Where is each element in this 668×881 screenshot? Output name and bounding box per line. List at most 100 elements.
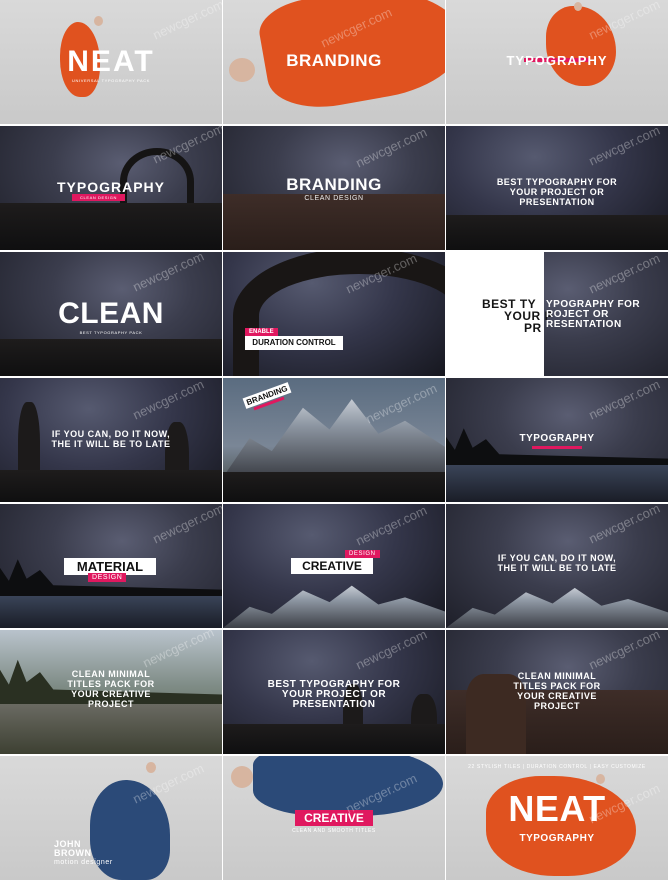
neat-subtitle: UNIVERSAL TYPOGRAPHY PACK xyxy=(72,78,150,83)
tile-neat-outro: 22 STYLISH TILES | DURATION CONTROL | EA… xyxy=(446,756,668,880)
best-typography-line3: PRESENTATION xyxy=(292,699,376,710)
branding-title: BRANDING xyxy=(286,51,382,70)
ground xyxy=(0,338,222,376)
minimal-line4: PROJECT xyxy=(533,701,580,711)
watermark: newcger.com xyxy=(130,252,207,295)
neat-title: NEAT xyxy=(67,45,155,78)
clean-design-subtitle: CLEAN DESIGN xyxy=(304,195,364,202)
duration-control-box: DURATION CONTROL xyxy=(245,336,343,350)
watermark: newcger.com xyxy=(586,630,663,673)
tile-typography-lake: TYPOGRAPHY newcger.com xyxy=(446,378,668,502)
tile-split-typography: BEST TY YOUR P PR YPOGRAPHY FOR ROJECT O… xyxy=(446,252,668,376)
typography-title: TYPOGRAPHY xyxy=(56,179,165,195)
best-typography-line2: YOUR PROJECT OR xyxy=(509,187,605,197)
watermark: newcger.com xyxy=(586,126,663,169)
dancer-head xyxy=(574,2,582,11)
name-last: BROWN xyxy=(54,848,92,858)
lake xyxy=(0,595,222,628)
tile-branding-desert: BRANDING CLEAN DESIGN newcger.com xyxy=(223,126,445,250)
watermark: newcger.com xyxy=(140,630,217,671)
red-rocks xyxy=(223,194,445,250)
tile-material: MATERIAL DESIGN newcger.com xyxy=(0,504,222,628)
minimal-line3: YOUR CREATIVE xyxy=(517,691,597,701)
quote-line1: IF YOU CAN, DO IT NOW, xyxy=(51,429,171,439)
material-box: MATERIAL xyxy=(64,558,156,575)
ground xyxy=(223,472,445,502)
lake xyxy=(446,464,668,502)
minimal-line4: PROJECT xyxy=(87,699,134,709)
watermark: newcger.com xyxy=(150,504,222,547)
ground xyxy=(446,215,668,250)
neat-subtitle: TYPOGRAPHY xyxy=(519,833,595,844)
typography-title: TYPOGRAPHY xyxy=(506,53,608,68)
dancer-head xyxy=(596,774,605,784)
dancer-figure xyxy=(486,776,636,876)
watermark: newcger.com xyxy=(150,0,222,43)
dancer-head xyxy=(146,762,156,773)
tile-branding-mountain: BRANDING newcger.com xyxy=(223,378,445,502)
best-typography-line1: BEST TYPOGRAPHY FOR xyxy=(267,679,401,690)
watermark: newcger.com xyxy=(353,504,430,549)
watermark: newcger.com xyxy=(130,378,207,423)
minimal-line2: TITLES PACK FOR xyxy=(67,679,155,689)
accent-bar xyxy=(532,446,582,449)
tile-clean-minimal-rocks: CLEAN MINIMAL TITLES PACK FOR YOUR CREAT… xyxy=(446,630,668,754)
creative-subtitle: CLEAN AND SMOOTH TITLES xyxy=(292,828,376,834)
white-panel xyxy=(446,252,544,376)
design-tag: DESIGN xyxy=(345,550,380,558)
split-left-line2: YOUR P xyxy=(504,309,554,323)
dancer-figure xyxy=(60,22,100,97)
best-typography-line1: BEST TYPOGRAPHY FOR xyxy=(496,177,618,187)
clean-design-badge: CLEAN DESIGN xyxy=(72,194,125,201)
watermark: newcger.com xyxy=(586,252,663,297)
watermark: newcger.com xyxy=(353,126,430,171)
tile-neat-intro: NEAT UNIVERSAL TYPOGRAPHY PACK newcger.c… xyxy=(0,0,222,124)
watermark: newcger.com xyxy=(586,504,663,547)
tile-clean-minimal-forest: CLEAN MINIMAL TITLES PACK FOR YOUR CREAT… xyxy=(0,630,222,754)
tile-best-typography-spires: BEST TYPOGRAPHY FOR YOUR PROJECT OR PRES… xyxy=(223,630,445,754)
creative-box: CREATIVE xyxy=(291,558,373,574)
minimal-line1: CLEAN MINIMAL xyxy=(71,669,151,679)
best-typography-line3: PRESENTATION xyxy=(519,197,595,207)
minimal-line2: TITLES PACK FOR xyxy=(513,681,601,691)
ground xyxy=(0,469,222,502)
face xyxy=(231,766,253,788)
tile-if-you-can: IF YOU CAN, DO IT NOW, THE IT WILL BE TO… xyxy=(0,378,222,502)
quote-line2: THE IT WILL BE TO LATE xyxy=(51,439,171,449)
design-badge: DESIGN xyxy=(88,573,127,582)
tile-typography-dancer: TYPOGRAPHY newcger.com xyxy=(446,0,668,124)
watermark: newcger.com xyxy=(363,380,440,427)
split-left-line1: BEST TY xyxy=(482,297,537,311)
ground xyxy=(223,724,445,754)
minimal-line3: YOUR CREATIVE xyxy=(71,689,151,699)
watermark: newcger.com xyxy=(353,630,430,673)
face xyxy=(229,58,255,82)
split-left-line3: PR xyxy=(524,321,542,335)
tile-typography-arch: TYPOGRAPHY CLEAN DESIGN newcger.com xyxy=(0,126,222,250)
name-first: JOHN xyxy=(54,839,82,849)
creative-badge: CREATIVE xyxy=(295,810,373,826)
accent-bar xyxy=(524,58,590,62)
branding-title: BRANDING xyxy=(286,175,382,194)
dancer-figure xyxy=(546,6,616,86)
split-right-line1: YPOGRAPHY FOR xyxy=(546,299,641,310)
rock-formation xyxy=(466,674,526,754)
typography-title: TYPOGRAPHY xyxy=(519,433,595,444)
neat-title: NEAT xyxy=(508,788,606,829)
tile-best-typography: BEST TYPOGRAPHY FOR YOUR PROJECT OR PRES… xyxy=(446,126,668,250)
snowy-mountain xyxy=(223,585,445,628)
tile-duration-control: ENABLE DURATION CONTROL newcger.com xyxy=(223,252,445,376)
rock-arch xyxy=(120,148,194,215)
dancer-head xyxy=(94,16,103,26)
tile-branding-orange: BRANDING newcger.com xyxy=(223,0,445,124)
quote-line1: IF YOU CAN, DO IT NOW, xyxy=(497,553,617,563)
role-label: motion designer xyxy=(54,859,113,866)
tile-creative-mountain: DESIGN CREATIVE newcger.com xyxy=(223,504,445,628)
clean-title: CLEAN xyxy=(58,297,164,330)
tile-clean: CLEAN BEST TYPOGRAPHY PACK newcger.com xyxy=(0,252,222,376)
tile-john-brown: JOHN BROWN motion designer newcger.com xyxy=(0,756,222,880)
tile-if-you-can-mountain: IF YOU CAN, DO IT NOW, THE IT WILL BE TO… xyxy=(446,504,668,628)
split-right-line3: RESENTATION xyxy=(546,319,622,330)
minimal-line1: CLEAN MINIMAL xyxy=(517,671,597,681)
